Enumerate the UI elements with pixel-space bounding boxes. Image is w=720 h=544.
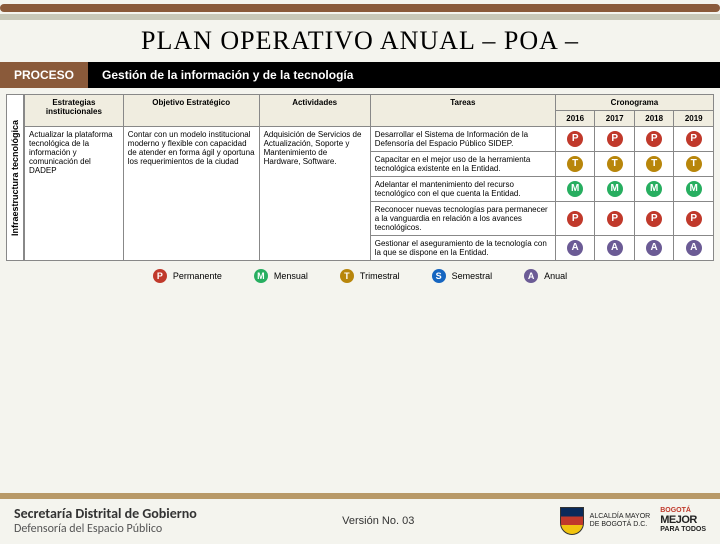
frequency-badge: A (646, 240, 662, 256)
proceso-desc: Gestión de la información y de la tecnol… (88, 68, 353, 82)
legend-label: Anual (544, 271, 567, 281)
legend-label: Semestral (452, 271, 493, 281)
legend-label: Trimestral (360, 271, 400, 281)
cell-cronograma: A (595, 236, 635, 261)
frequency-badge: M (646, 181, 662, 197)
legend-row: P Permanente M Mensual T Trimestral S Semestral… (0, 269, 720, 283)
footer-subtitle: Defensoría del Espacio Público (14, 522, 197, 536)
version-label: Versión No. 03 (342, 515, 414, 527)
th-year: 2017 (595, 111, 635, 127)
frequency-badge: A (686, 240, 702, 256)
process-header: PROCESO Gestión de la información y de l… (0, 62, 720, 88)
cell-cronograma: M (595, 177, 635, 202)
bogota-shield-icon (560, 507, 584, 535)
cell-tarea: Adelantar el mantenimiento del recurso t… (370, 177, 555, 202)
th-cronograma: Cronograma (555, 95, 713, 111)
frequency-badge: P (686, 211, 702, 227)
slogan: BOGOTÁ MEJOR PARA TODOS (660, 507, 706, 533)
th-year: 2016 (555, 111, 595, 127)
cell-cronograma: T (595, 152, 635, 177)
cell-actividad: Adquisición de Servicios de Actualizació… (259, 127, 370, 261)
cell-cronograma: A (674, 236, 714, 261)
frequency-badge: A (567, 240, 583, 256)
frequency-badge: M (686, 181, 702, 197)
cell-cronograma: M (674, 177, 714, 202)
cell-cronograma: P (634, 202, 674, 236)
cell-cronograma: P (674, 127, 714, 152)
cell-cronograma: A (555, 236, 595, 261)
cell-cronograma: M (634, 177, 674, 202)
cell-tarea: Reconocer nuevas tecnologías para perman… (370, 202, 555, 236)
footer: Secretaría Distrital de Gobierno Defenso… (0, 493, 720, 544)
th-tareas: Tareas (370, 95, 555, 127)
frequency-badge: M (567, 181, 583, 197)
cell-cronograma: A (634, 236, 674, 261)
proceso-label: PROCESO (0, 62, 88, 88)
slogan-mid: MEJOR (660, 515, 706, 527)
logo-text: ALCALDÍA MAYOR DE BOGOTÁ D.C. (590, 513, 651, 528)
top-brown-bar (0, 4, 720, 12)
plan-table: Estrategias institucionales Objetivo Est… (24, 94, 714, 261)
cell-cronograma: P (674, 202, 714, 236)
cell-cronograma: P (634, 127, 674, 152)
frequency-badge: P (646, 211, 662, 227)
frequency-badge: P (646, 131, 662, 147)
frequency-badge: T (686, 156, 702, 172)
cell-estrategia: Actualizar la plataforma tecnológica de … (25, 127, 124, 261)
legend-badge: M (254, 269, 268, 283)
th-objetivo: Objetivo Estratégico (123, 95, 259, 127)
legend-label: Permanente (173, 271, 222, 281)
cell-cronograma: P (555, 127, 595, 152)
cell-cronograma: P (595, 202, 635, 236)
cell-cronograma: T (634, 152, 674, 177)
cell-cronograma: M (555, 177, 595, 202)
legend-badge: S (432, 269, 446, 283)
cell-cronograma: T (555, 152, 595, 177)
frequency-badge: M (607, 181, 623, 197)
vertical-category-label: Infraestructura tecnológica (6, 94, 24, 261)
frequency-badge: T (646, 156, 662, 172)
main-content: Infraestructura tecnológica Estrategias … (6, 94, 714, 261)
cell-tarea: Desarrollar el Sistema de Información de… (370, 127, 555, 152)
frequency-badge: P (686, 131, 702, 147)
cell-objetivo: Contar con un modelo institucional moder… (123, 127, 259, 261)
frequency-badge: P (567, 211, 583, 227)
top-gray-bar (0, 14, 720, 20)
cell-tarea: Capacitar en el mejor uso de la herramie… (370, 152, 555, 177)
frequency-badge: T (607, 156, 623, 172)
logo-line1: ALCALDÍA MAYOR (590, 513, 651, 520)
footer-title: Secretaría Distrital de Gobierno (14, 505, 197, 522)
legend-item: S Semestral (432, 269, 493, 283)
logo-block: ALCALDÍA MAYOR DE BOGOTÁ D.C. BOGOTÁ MEJ… (560, 507, 706, 535)
cell-cronograma: T (674, 152, 714, 177)
legend-badge: A (524, 269, 538, 283)
legend-item: P Permanente (153, 269, 222, 283)
th-actividades: Actividades (259, 95, 370, 127)
cell-cronograma: P (555, 202, 595, 236)
th-year: 2018 (634, 111, 674, 127)
cell-cronograma: P (595, 127, 635, 152)
th-year: 2019 (674, 111, 714, 127)
frequency-badge: P (607, 211, 623, 227)
frequency-badge: A (607, 240, 623, 256)
legend-badge: T (340, 269, 354, 283)
legend-item: M Mensual (254, 269, 308, 283)
page-title: PLAN OPERATIVO ANUAL – POA – (0, 26, 720, 62)
slogan-bot: PARA TODOS (660, 526, 706, 533)
frequency-badge: T (567, 156, 583, 172)
legend-label: Mensual (274, 271, 308, 281)
logo-line2: DE BOGOTÁ D.C. (590, 521, 651, 528)
footer-left: Secretaría Distrital de Gobierno Defenso… (14, 505, 197, 536)
legend-item: A Anual (524, 269, 567, 283)
legend-item: T Trimestral (340, 269, 400, 283)
cell-tarea: Gestionar el aseguramiento de la tecnolo… (370, 236, 555, 261)
frequency-badge: P (607, 131, 623, 147)
th-estrategias: Estrategias institucionales (25, 95, 124, 127)
frequency-badge: P (567, 131, 583, 147)
legend-badge: P (153, 269, 167, 283)
